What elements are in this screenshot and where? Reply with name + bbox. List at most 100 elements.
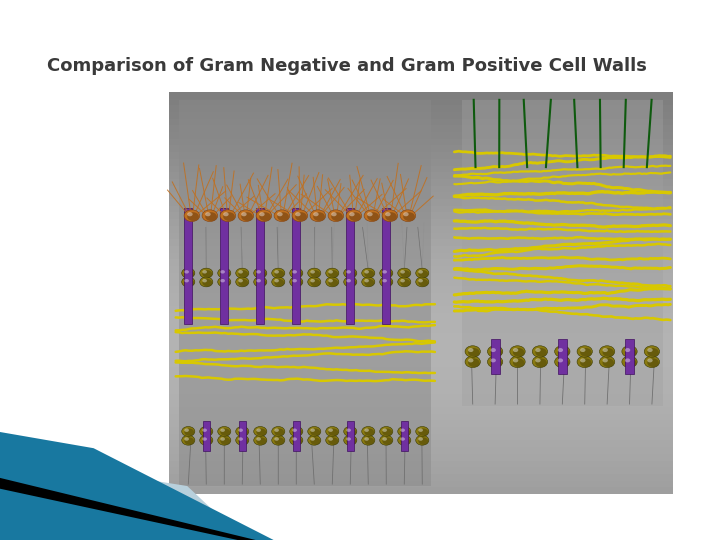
Bar — [179, 100, 431, 486]
Circle shape — [364, 428, 374, 436]
Circle shape — [259, 212, 271, 221]
Bar — [169, 427, 673, 434]
Circle shape — [346, 437, 351, 441]
Circle shape — [346, 270, 356, 278]
Circle shape — [307, 277, 321, 287]
Circle shape — [307, 435, 321, 445]
Circle shape — [397, 268, 411, 278]
Circle shape — [256, 270, 261, 274]
Circle shape — [202, 270, 212, 278]
Circle shape — [253, 435, 267, 445]
Circle shape — [364, 279, 374, 286]
Circle shape — [603, 348, 614, 357]
Circle shape — [295, 212, 301, 217]
Bar — [169, 333, 673, 340]
Circle shape — [415, 277, 429, 287]
Circle shape — [292, 437, 297, 441]
Circle shape — [400, 428, 405, 432]
Circle shape — [184, 279, 189, 282]
Bar — [169, 306, 673, 313]
Circle shape — [364, 270, 369, 274]
Circle shape — [181, 427, 195, 436]
Circle shape — [513, 359, 518, 362]
Circle shape — [220, 428, 225, 432]
Circle shape — [307, 268, 321, 278]
Circle shape — [199, 427, 213, 436]
Circle shape — [220, 270, 230, 278]
Circle shape — [400, 279, 405, 282]
Circle shape — [382, 210, 397, 221]
Circle shape — [403, 212, 409, 217]
Circle shape — [274, 437, 284, 445]
Circle shape — [274, 428, 279, 432]
Circle shape — [295, 212, 307, 221]
Circle shape — [235, 427, 249, 436]
Circle shape — [418, 279, 428, 286]
Polygon shape — [0, 456, 245, 540]
Bar — [169, 159, 673, 166]
Circle shape — [346, 428, 356, 436]
Circle shape — [289, 435, 303, 445]
Circle shape — [603, 359, 608, 362]
Bar — [382, 208, 390, 324]
Bar — [169, 92, 673, 98]
Circle shape — [600, 346, 615, 357]
Circle shape — [364, 428, 369, 432]
Circle shape — [532, 356, 548, 368]
Circle shape — [313, 212, 325, 221]
Circle shape — [220, 437, 225, 441]
Circle shape — [580, 348, 592, 357]
Circle shape — [274, 210, 289, 221]
Circle shape — [292, 437, 302, 445]
Bar — [169, 166, 673, 172]
Circle shape — [367, 212, 379, 221]
Circle shape — [235, 435, 249, 445]
Bar — [256, 208, 264, 324]
Circle shape — [325, 427, 339, 436]
Circle shape — [510, 356, 525, 368]
Circle shape — [644, 346, 660, 357]
Circle shape — [343, 427, 357, 436]
Circle shape — [554, 346, 570, 357]
Bar — [169, 387, 673, 394]
Circle shape — [274, 437, 279, 441]
Circle shape — [223, 212, 229, 217]
Circle shape — [235, 268, 249, 278]
Circle shape — [367, 212, 373, 217]
Circle shape — [274, 270, 284, 278]
Bar — [169, 172, 673, 179]
Circle shape — [256, 279, 266, 286]
Circle shape — [310, 428, 320, 436]
Circle shape — [292, 428, 302, 436]
Circle shape — [536, 359, 541, 362]
Circle shape — [379, 277, 393, 287]
Circle shape — [274, 270, 279, 274]
Circle shape — [238, 270, 248, 278]
Circle shape — [289, 277, 303, 287]
Circle shape — [418, 437, 428, 445]
Polygon shape — [0, 432, 274, 540]
Circle shape — [647, 359, 653, 362]
Bar — [169, 353, 673, 360]
Circle shape — [220, 210, 235, 221]
Bar — [169, 253, 673, 259]
Circle shape — [644, 356, 660, 368]
Circle shape — [382, 270, 392, 278]
Bar — [169, 152, 673, 159]
Circle shape — [580, 359, 585, 362]
Circle shape — [199, 277, 213, 287]
Bar — [169, 420, 673, 427]
Circle shape — [468, 359, 474, 362]
Bar — [169, 360, 673, 367]
Bar — [169, 125, 673, 132]
Bar — [169, 327, 673, 333]
Circle shape — [256, 279, 261, 282]
Bar — [169, 226, 673, 233]
Circle shape — [274, 428, 284, 436]
Circle shape — [418, 428, 428, 436]
Bar — [169, 380, 673, 387]
Circle shape — [184, 279, 194, 286]
Bar — [169, 374, 673, 380]
Circle shape — [205, 212, 217, 221]
Circle shape — [328, 279, 338, 286]
